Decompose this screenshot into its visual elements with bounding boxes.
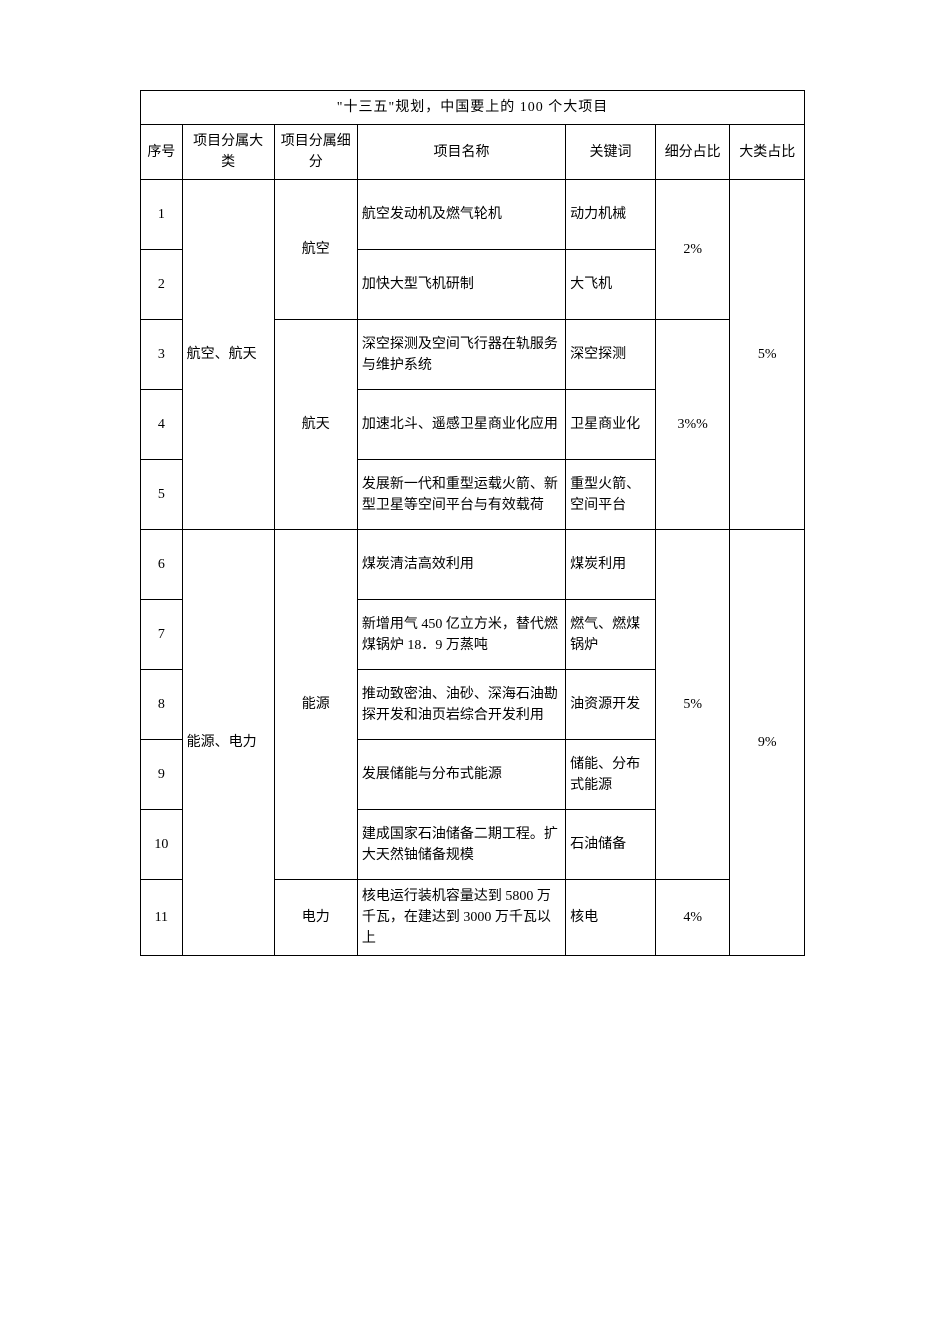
cell-keyword: 卫星商业化 xyxy=(566,390,656,460)
cell-keyword: 燃气、燃煤锅炉 xyxy=(566,600,656,670)
cell-seq: 4 xyxy=(141,390,183,460)
cell-keyword: 储能、分布式能源 xyxy=(566,740,656,810)
cell-keyword: 深空探测 xyxy=(566,320,656,390)
col-major: 项目分属大类 xyxy=(182,125,274,180)
cell-keyword: 煤炭利用 xyxy=(566,530,656,600)
col-name: 项目名称 xyxy=(357,125,565,180)
cell-subpct: 5% xyxy=(655,530,730,880)
cell-name: 煤炭清洁高效利用 xyxy=(357,530,565,600)
cell-seq: 5 xyxy=(141,460,183,530)
cell-subpct: 4% xyxy=(655,880,730,956)
cell-keyword: 大飞机 xyxy=(566,250,656,320)
cell-name: 深空探测及空间飞行器在轨服务与维护系统 xyxy=(357,320,565,390)
cell-seq: 1 xyxy=(141,180,183,250)
cell-keyword: 动力机械 xyxy=(566,180,656,250)
cell-keyword: 重型火箭、空间平台 xyxy=(566,460,656,530)
cell-name: 航空发动机及燃气轮机 xyxy=(357,180,565,250)
cell-seq: 2 xyxy=(141,250,183,320)
cell-name: 建成国家石油储备二期工程。扩大天然铀储备规模 xyxy=(357,810,565,880)
projects-table: "十三五"规划，中国要上的 100 个大项目 序号 项目分属大类 项目分属细分 … xyxy=(140,90,805,956)
cell-keyword: 石油储备 xyxy=(566,810,656,880)
table-title: "十三五"规划，中国要上的 100 个大项目 xyxy=(141,91,805,125)
cell-name: 加速北斗、遥感卫星商业化应用 xyxy=(357,390,565,460)
col-kw: 关键词 xyxy=(566,125,656,180)
cell-seq: 6 xyxy=(141,530,183,600)
header-row: 序号 项目分属大类 项目分属细分 项目名称 关键词 细分占比 大类占比 xyxy=(141,125,805,180)
cell-seq: 7 xyxy=(141,600,183,670)
cell-subpct: 3%% xyxy=(655,320,730,530)
cell-sub: 航空 xyxy=(274,180,357,320)
table-row: 6 能源、电力 能源 煤炭清洁高效利用 煤炭利用 5% 9% xyxy=(141,530,805,600)
table-row: 1 航空、航天 航空 航空发动机及燃气轮机 动力机械 2% 5% xyxy=(141,180,805,250)
cell-majpct: 5% xyxy=(730,180,805,530)
cell-seq: 9 xyxy=(141,740,183,810)
cell-seq: 11 xyxy=(141,880,183,956)
title-row: "十三五"规划，中国要上的 100 个大项目 xyxy=(141,91,805,125)
cell-name: 新增用气 450 亿立方米，替代燃煤锅炉 18．9 万蒸吨 xyxy=(357,600,565,670)
cell-seq: 8 xyxy=(141,670,183,740)
cell-name: 核电运行装机容量达到 5800 万千瓦，在建达到 3000 万千瓦以上 xyxy=(357,880,565,956)
cell-major: 能源、电力 xyxy=(182,530,274,956)
cell-name: 推动致密油、油砂、深海石油勘探开发和油页岩综合开发利用 xyxy=(357,670,565,740)
col-subpct: 细分占比 xyxy=(655,125,730,180)
cell-name: 发展新一代和重型运载火箭、新型卫星等空间平台与有效载荷 xyxy=(357,460,565,530)
col-majpct: 大类占比 xyxy=(730,125,805,180)
cell-seq: 3 xyxy=(141,320,183,390)
cell-sub: 航天 xyxy=(274,320,357,530)
cell-majpct: 9% xyxy=(730,530,805,956)
cell-major: 航空、航天 xyxy=(182,180,274,530)
col-seq: 序号 xyxy=(141,125,183,180)
cell-subpct: 2% xyxy=(655,180,730,320)
cell-seq: 10 xyxy=(141,810,183,880)
cell-sub: 能源 xyxy=(274,530,357,880)
cell-keyword: 核电 xyxy=(566,880,656,956)
cell-keyword: 油资源开发 xyxy=(566,670,656,740)
cell-name: 加快大型飞机研制 xyxy=(357,250,565,320)
cell-name: 发展储能与分布式能源 xyxy=(357,740,565,810)
col-sub: 项目分属细分 xyxy=(274,125,357,180)
cell-sub: 电力 xyxy=(274,880,357,956)
